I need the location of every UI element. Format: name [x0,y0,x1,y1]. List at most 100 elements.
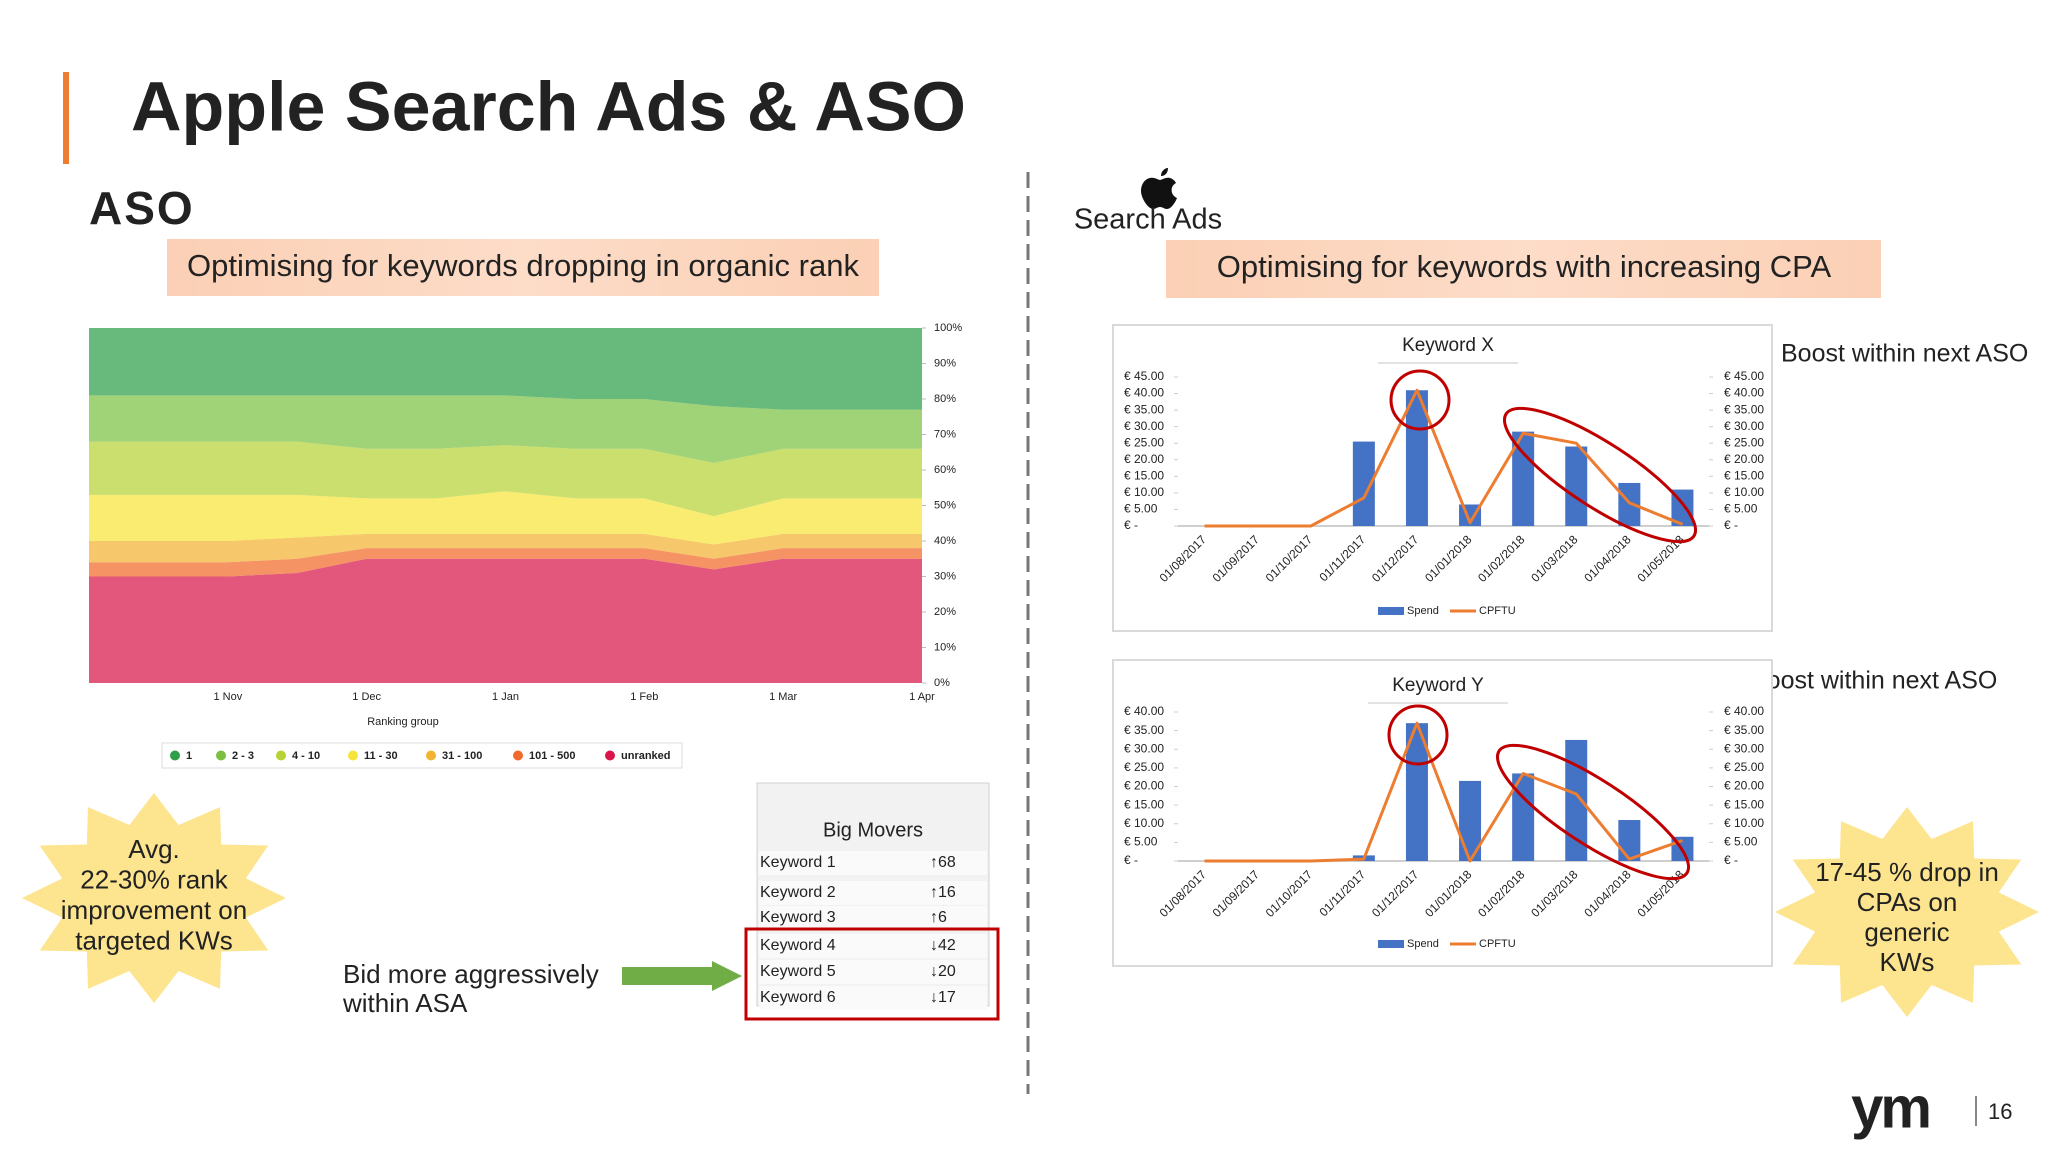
callout: Boost within next ASO [1750,667,1997,695]
y2-tick-label: € 25.00 [1724,435,1764,449]
legend-label: 2 - 3 [232,750,254,762]
y-tick-label: 80% [934,393,956,405]
line [1204,388,1684,528]
highlight-ellipse [1495,743,1691,881]
table-cell: Keyword 1 [760,854,836,871]
y2-tick-label: € 40.00 [1724,386,1764,400]
table-cell: Keyword 2 [760,884,836,901]
star-text: improvement on [61,895,247,925]
legend-label: Spend [1407,605,1439,617]
y-tick-label: € 20.00 [1124,452,1164,466]
y-tick-label: 20% [934,606,956,618]
y2-tick-label: € 25.00 [1724,760,1764,774]
bar [1405,390,1428,526]
chart-frame [1112,659,1773,967]
legend-marker [513,750,523,761]
y2-tick-label: € 40.00 [1724,704,1764,718]
table-cell: Keyword 5 [760,963,836,980]
slide-title: Apple Search Ads & ASO [131,67,966,145]
y2-tick-label: € 10.00 [1724,485,1764,499]
legend-label: CPFTU [1479,938,1516,950]
x-tick-label: 1 Dec [352,691,381,703]
banner [1166,240,1881,298]
y-tick-label: 10% [934,641,956,653]
legend-label: 101 - 500 [529,750,575,762]
area-layer [89,548,922,577]
legend-marker [1378,940,1404,948]
legend-label: 11 - 30 [364,750,398,762]
x-axis-label: Ranking group [367,716,439,728]
area-layer [89,558,922,683]
apple-icon [1141,168,1177,209]
y-tick-label: 30% [934,570,956,582]
bar [1618,482,1641,526]
legend-marker [348,750,358,761]
table-cell: ↓17 [930,989,956,1006]
table-cell: ↑16 [930,884,956,901]
y-tick-label: 90% [934,357,956,369]
star-text: CPAs on [1857,887,1958,917]
legend-marker [1378,607,1404,615]
x-tick-label: 1 Jan [492,691,519,703]
table-row [759,986,987,1010]
y-tick-label: € 40.00 [1124,704,1164,718]
y-tick-label: € 25.00 [1124,760,1164,774]
y2-tick-label: € 10.00 [1724,816,1764,830]
y-tick-label: 100% [934,322,962,334]
y2-tick-label: € - [1724,853,1738,867]
x-tick-label: 1 Apr [909,691,935,703]
y2-tick-label: € 35.00 [1724,402,1764,416]
y2-tick-label: € 30.00 [1724,741,1764,755]
table-cell: ↓20 [930,963,956,980]
y-tick-label: € 15.00 [1124,469,1164,483]
area-layer [89,328,922,410]
highlight-circle [1389,369,1451,431]
title-accent [63,72,69,164]
table-title: Big Movers [823,819,923,841]
legend-label: 4 - 10 [292,750,320,762]
y2-tick-label: € 20.00 [1724,452,1764,466]
aso-logo: ASO [89,182,195,234]
table-cell: ↑68 [930,854,956,871]
bar [1352,441,1375,526]
callout: Boost within next ASO [1781,340,2028,368]
highlight-ellipse [1502,406,1698,544]
y-tick-label: € 5.00 [1124,502,1158,516]
bar [1459,780,1482,861]
y-tick-label: 40% [934,535,956,547]
y-tick-label: € 30.00 [1124,741,1164,755]
y-tick-label: € 10.00 [1124,816,1164,830]
area-layer [89,395,922,463]
bar [1512,431,1535,526]
table-row [759,934,987,958]
highlight-circle [1387,704,1449,766]
y-tick-label: € - [1124,853,1138,867]
y2-tick-label: € 15.00 [1724,797,1764,811]
bar [1565,739,1588,861]
banner-text: Optimising for keywords dropping in orga… [187,248,859,283]
line [1204,721,1683,863]
legend-marker [276,750,286,761]
x-tick-label: 1 Feb [630,691,658,703]
area-layer [89,491,922,545]
y-tick-label: € 15.00 [1124,797,1164,811]
callout: within ASA [342,988,468,1018]
bar [1512,773,1535,861]
legend-label: 31 - 100 [442,750,482,762]
y2-tick-label: € 5.00 [1724,502,1758,516]
y-tick-label: € 30.00 [1124,419,1164,433]
area-layer [89,441,922,517]
star-text: 22-30% rank [80,864,228,894]
x-tick-label: 1 Mar [769,691,797,703]
chart-title: Keyword X [1402,335,1494,356]
area-layer [89,533,922,563]
y-tick-label: € - [1124,518,1138,532]
table-row [759,906,987,930]
table-row [759,851,987,875]
bar [1565,446,1588,526]
company-logo: ym [1851,1075,1929,1140]
y2-tick-label: € 20.00 [1724,779,1764,793]
y2-tick-label: € 35.00 [1724,723,1764,737]
page-number: 16 [1988,1099,2012,1124]
